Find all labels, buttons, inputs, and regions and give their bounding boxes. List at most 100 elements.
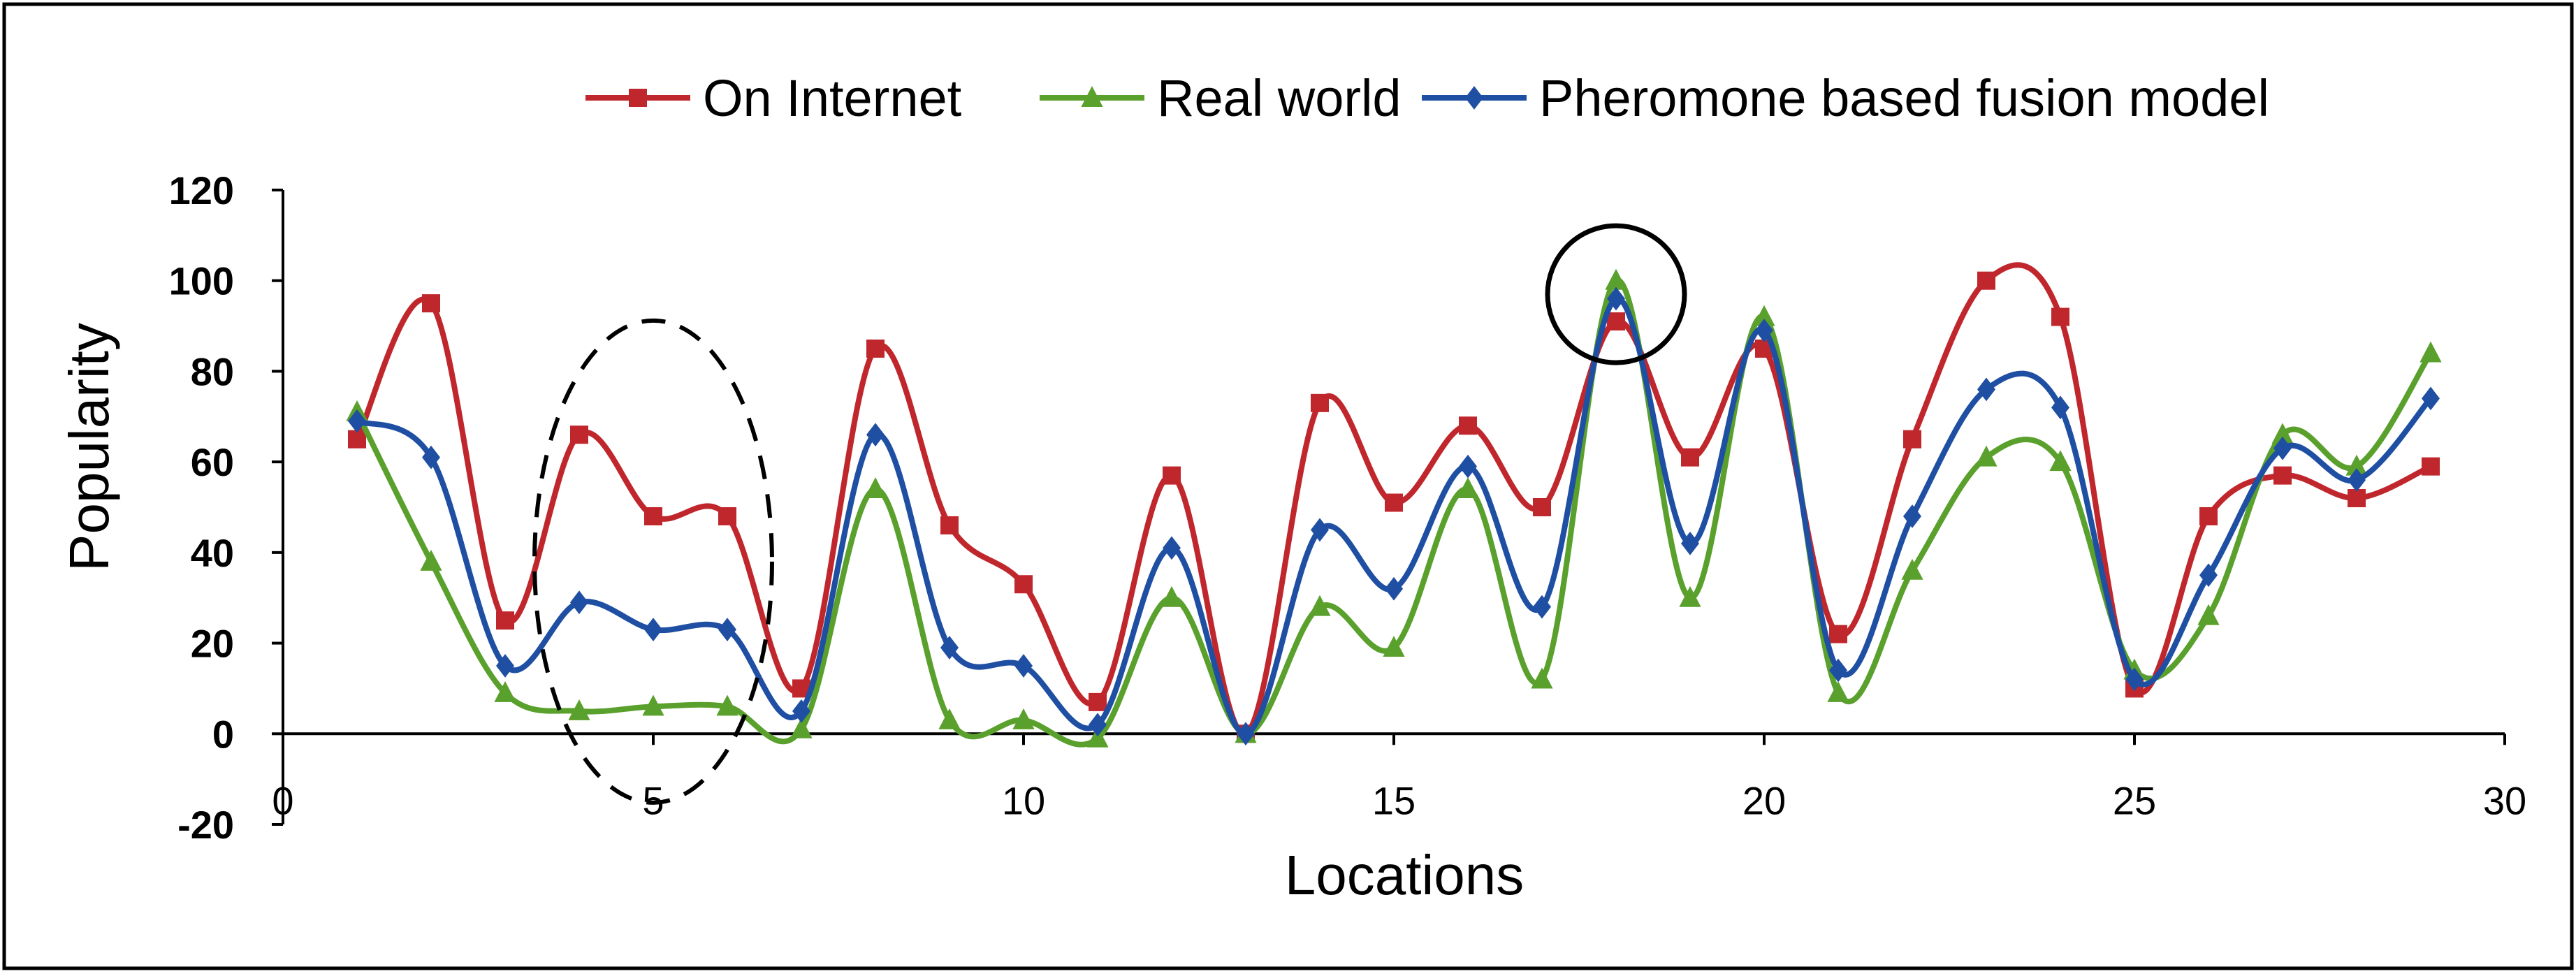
y-axis-title: Popularity [58,323,120,571]
data-point [1531,667,1553,689]
data-point [938,708,961,729]
data-point [2422,386,2440,411]
y-tick-label: 40 [191,531,234,575]
data-point [1311,393,1329,412]
data-point [1237,722,1255,746]
data-point [570,590,588,615]
data-point [1903,430,1921,449]
data-point [1681,531,1699,555]
data-point [1383,636,1405,657]
data-point [2422,457,2440,476]
data-point [866,340,885,358]
data-point [2051,395,2069,420]
data-point [1014,575,1033,594]
data-point [1163,536,1181,560]
data-point [1089,713,1107,737]
data-point [2273,436,2292,460]
series-real-world [346,268,2442,748]
data-point [864,477,887,499]
data-point [348,430,366,449]
x-tick-label: 10 [1002,778,1045,822]
data-point [1457,477,1479,499]
data-point [348,409,366,433]
data-point [1311,518,1329,542]
legend-label: On Internet [703,69,962,127]
y-tick-label: 60 [191,440,234,484]
data-point [940,636,959,660]
dashed-ellipse-annotation [532,318,774,805]
series-line [354,277,2433,748]
series-pheromone-based-fusion-model [348,286,2440,746]
y-tick-label: -20 [177,803,234,847]
x-axis-title: Locations [1285,844,1524,906]
data-point [422,445,440,469]
data-point [494,681,516,702]
data-point [1459,416,1477,435]
series-line [354,262,2432,737]
data-point [1753,305,1775,326]
data-point [1975,445,1998,467]
y-tick-label: 80 [191,349,234,393]
data-point [1755,319,1773,342]
legend-item: Pheromone based fusion model [1422,69,2269,127]
data-point [642,694,664,716]
data-point [570,425,588,444]
data-point [2199,507,2218,525]
data-point [940,516,959,534]
data-point [644,618,662,642]
data-point [1903,504,1921,528]
data-point [790,717,813,738]
data-point [1014,654,1033,678]
data-point [718,507,736,525]
legend-label: Pheromone based fusion model [1539,69,2269,127]
legend-marker [1081,86,1103,107]
data-point [1459,454,1477,479]
data-point [1533,498,1551,516]
legend-item: Real world [1040,69,1402,127]
data-point [1533,595,1551,619]
data-point [644,507,662,525]
data-point [1160,585,1183,607]
data-point [1829,625,1847,643]
data-point [1977,271,1995,290]
x-tick-label: 30 [2483,778,2526,822]
data-point [1089,692,1107,711]
data-point [2419,341,2442,363]
data-point [1827,681,1849,702]
data-point [1385,576,1403,601]
data-point [1977,377,1995,402]
data-point [2125,667,2144,692]
data-point [496,654,514,678]
data-point [1012,708,1035,729]
x-tick-label: 0 [272,778,293,822]
data-point [1163,466,1181,485]
data-point [2271,423,2294,444]
series-on-internet [348,262,2440,743]
data-point [866,423,885,447]
data-point [1681,448,1699,467]
data-point [2199,563,2218,588]
data-point [1086,726,1109,748]
y-tick-label: 0 [212,712,234,756]
y-tick-label: 20 [191,622,234,666]
data-point [2348,468,2366,492]
x-tick-label: 25 [2113,778,2156,822]
data-point [792,699,810,723]
data-point [1309,595,1331,616]
data-point [2197,604,2220,625]
data-point [496,611,514,630]
data-point [2049,450,2072,472]
y-tick-label: 120 [169,168,234,212]
data-point [1607,286,1625,311]
data-point [568,699,590,720]
data-point [2051,307,2069,326]
data-point [1679,585,1701,607]
data-point [2348,489,2366,508]
data-point [718,618,736,642]
data-point [1829,658,1847,683]
data-point [2345,454,2368,476]
x-tick-label: 15 [1372,778,1416,822]
